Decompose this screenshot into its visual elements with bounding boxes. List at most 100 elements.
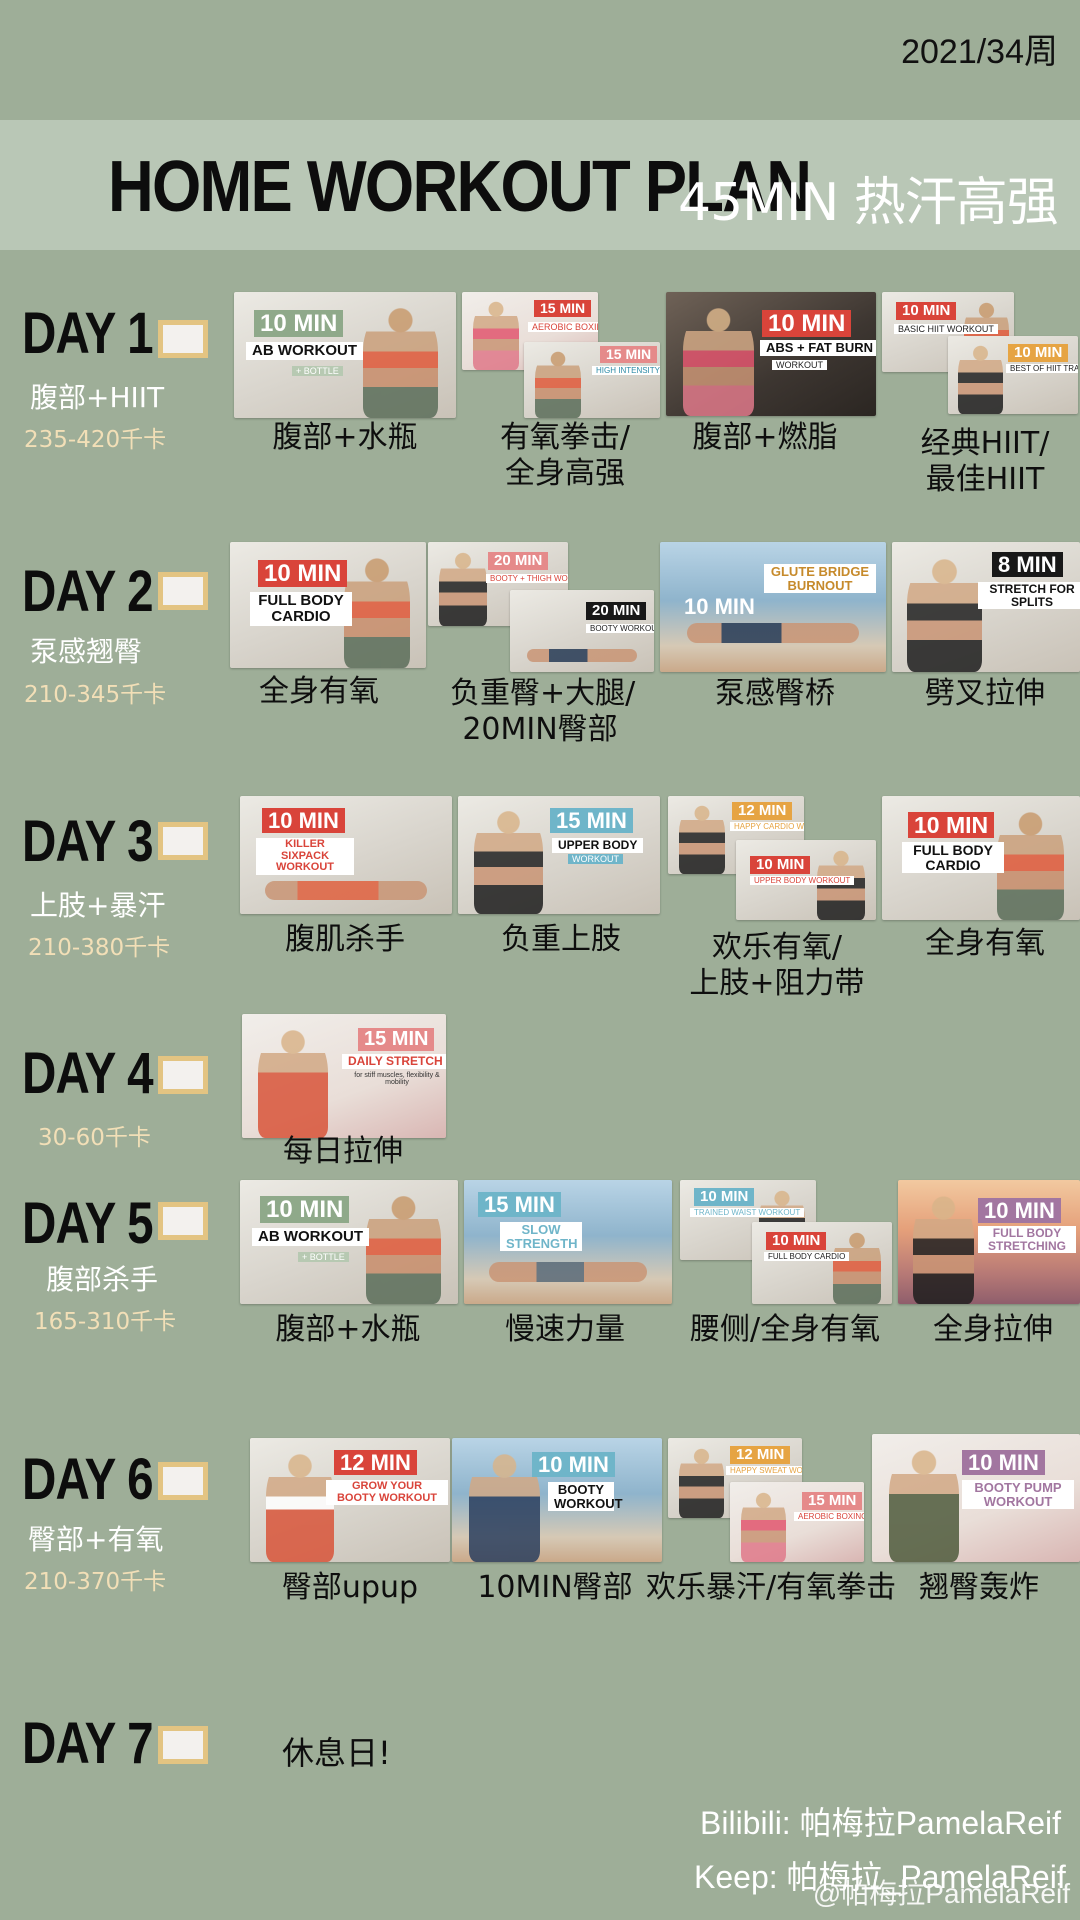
duration-badge: 15 MIN — [600, 346, 658, 363]
video-caption: 全身拉伸 — [933, 1312, 1053, 1347]
video-thumbnail[interactable]: 15 MIN UPPER BODY WORKOUT — [458, 796, 660, 914]
video-caption: 腹部+水瓶 — [272, 420, 418, 455]
athlete-figure — [888, 1449, 960, 1562]
video-thumbnail[interactable]: 15 MIN AEROBIC BOXING CARDIO — [730, 1482, 864, 1562]
video-caption: 有氧拳击/全身高强 — [499, 420, 631, 491]
athlete-figure — [468, 1452, 541, 1562]
day-3-checkbox[interactable] — [158, 822, 208, 860]
video-thumbnail[interactable]: 20 MIN BOOTY WORKOUT — [510, 590, 654, 672]
video-title: DAILY STRETCH — [342, 1054, 446, 1069]
video-thumbnail[interactable]: 10 MIN KILLER SIXPACK WORKOUT — [240, 796, 452, 914]
day-5-kcal: 165-310千卡 — [34, 1309, 177, 1335]
video-thumbnail[interactable]: 10 MIN UPPER BODY WORKOUT — [736, 840, 876, 920]
day-6-kcal: 210-370千卡 — [24, 1569, 167, 1595]
duration-badge: 12 MIN — [732, 802, 793, 820]
video-thumbnail[interactable]: 10 MIN BEST OF HIIT TRAINING — [948, 336, 1078, 414]
duration-badge: 15 MIN — [358, 1028, 435, 1051]
athlete-figure — [740, 1491, 787, 1562]
athlete-figure — [996, 810, 1065, 920]
video-thumbnail[interactable]: 10 MIN GLUTE BRIDGE BURNOUT — [660, 542, 886, 672]
video-thumbnail[interactable]: 10 MIN AB WORKOUT + BOTTLE — [234, 292, 456, 418]
video-thumbnail[interactable]: 10 MIN FULL BODY STRETCHING — [898, 1180, 1080, 1304]
day-3-label: DAY 3 — [22, 809, 154, 874]
duration-badge: 20 MIN — [488, 552, 549, 570]
duration-badge: 10 MIN — [258, 560, 348, 588]
day-7-label: DAY 7 — [22, 1711, 154, 1776]
duration-badge: 20 MIN — [586, 602, 647, 620]
video-title: BOOTY WORKOUT — [586, 624, 654, 633]
athlete-figure — [678, 805, 726, 874]
day-4-checkbox[interactable] — [158, 1056, 208, 1094]
video-title: FULL BODY CARDIO — [250, 592, 352, 626]
duration-badge: 10 MIN — [762, 310, 852, 338]
day-2-focus: 泵感翘臀 — [30, 635, 143, 668]
weibo-watermark: @帕梅拉PamelaReif — [812, 1878, 1070, 1909]
athlete-figure — [907, 557, 983, 672]
day-2-kcal: 210-345千卡 — [24, 682, 167, 708]
duration-badge: 10 MIN — [694, 1188, 755, 1206]
video-caption: 欢乐有氧/上肢+阻力带 — [689, 930, 865, 1001]
video-extra: WORKOUT — [568, 854, 623, 864]
video-title: HIGH INTENSITY FULL BODY — [592, 366, 660, 375]
video-thumbnail[interactable]: 10 MIN BOOTY PUMP WORKOUT — [872, 1434, 1080, 1562]
athlete-figure — [362, 307, 439, 418]
day-3-focus: 上肢+暴汗 — [30, 889, 166, 922]
video-thumbnail[interactable]: 20 MIN BOOTY + THIGH WORKOUT — [428, 542, 568, 626]
video-thumbnail[interactable]: 15 MIN DAILY STRETCH for stiff muscles, … — [242, 1014, 446, 1138]
day-1-checkbox[interactable] — [158, 320, 208, 358]
video-thumbnail[interactable]: 10 MIN FULL BODY CARDIO — [882, 796, 1080, 920]
video-thumbnail[interactable]: 10 MIN FULL BODY CARDIO — [752, 1222, 892, 1304]
video-thumbnail[interactable]: 12 MIN GROW YOUR BOOTY WORKOUT — [250, 1438, 450, 1562]
video-title: AEROBIC BOXING CARDIO — [528, 322, 598, 332]
video-title: BASIC HIIT WORKOUT — [894, 324, 998, 334]
video-title: BOOTY WORKOUT — [548, 1482, 623, 1512]
duration-badge: 10 MIN — [962, 1450, 1045, 1476]
athlete-figure — [534, 351, 582, 418]
day-7-checkbox[interactable] — [158, 1726, 208, 1764]
video-title: AEROBIC BOXING CARDIO — [794, 1512, 864, 1521]
duration-badge: 10 MIN — [978, 1198, 1061, 1224]
video-caption: 负重臀+大腿/20MIN臀部 — [450, 676, 636, 747]
athlete-figure — [958, 345, 1003, 414]
athlete-figure — [687, 622, 859, 644]
video-thumbnail[interactable]: 15 MIN HIGH INTENSITY FULL BODY — [524, 342, 660, 418]
day-1-label: DAY 1 — [22, 301, 154, 366]
video-thumbnail[interactable]: 8 MIN STRETCH FOR SPLITS — [892, 542, 1080, 672]
video-title: FULL BODY CARDIO — [902, 842, 1004, 874]
day-3-kcal: 210-380千卡 — [28, 935, 171, 961]
video-title: AB WORKOUT — [246, 342, 363, 360]
video-thumbnail[interactable]: 12 MIN HAPPY SWEAT WORKOUT — [668, 1438, 802, 1518]
duration-badge: 10 MIN — [1008, 344, 1069, 362]
video-thumbnail[interactable]: 10 MIN FULL BODY CARDIO — [230, 542, 426, 668]
duration-badge: 8 MIN — [992, 552, 1063, 578]
day-5-checkbox[interactable] — [158, 1202, 208, 1240]
video-thumbnail[interactable]: 10 MIN AB WORKOUT + BOTTLE — [240, 1180, 458, 1304]
video-title: FULL BODY CARDIO — [764, 1252, 850, 1261]
day-6-checkbox[interactable] — [158, 1462, 208, 1500]
video-caption: 全身有氧 — [925, 926, 1045, 961]
video-title: GLUTE BRIDGE BURNOUT — [764, 564, 876, 594]
duration-badge: 10 MIN — [750, 856, 811, 874]
video-extra: + BOTTLE — [298, 1252, 349, 1262]
video-extra: + BOTTLE — [292, 366, 343, 376]
video-caption: 欢乐暴汗/有氧拳击 — [646, 1570, 897, 1605]
day-2-checkbox[interactable] — [158, 572, 208, 610]
duration-badge: 10 MIN — [896, 302, 957, 320]
duration-badge: 10 MIN — [532, 1452, 615, 1478]
title-banner: HOME WORKOUT PLAN 45MIN 热汗高强 — [0, 120, 1080, 250]
video-thumbnail[interactable]: 15 MIN SLOW STRENGTH — [464, 1180, 672, 1304]
week-label: 2021/34周 — [901, 33, 1058, 71]
video-thumbnail[interactable]: 10 MIN ABS + FAT BURN WORKOUT — [666, 292, 876, 416]
video-title: UPPER BODY — [552, 838, 644, 853]
duration-badge: 10 MIN — [684, 594, 755, 619]
athlete-figure — [488, 1261, 648, 1282]
video-title: STRETCH FOR SPLITS — [978, 582, 1080, 610]
athlete-figure — [912, 1194, 975, 1304]
video-caption: 经典HIIT/最佳HIIT — [920, 426, 1050, 497]
video-thumbnail[interactable]: 10 MIN BOOTY WORKOUT — [452, 1438, 662, 1562]
day-4-kcal: 30-60千卡 — [38, 1125, 151, 1151]
day-1-focus: 腹部+HIIT — [30, 381, 165, 414]
athlete-figure — [366, 1194, 441, 1304]
video-caption: 臀部upup — [281, 1570, 419, 1605]
video-title: AB WORKOUT — [252, 1228, 369, 1246]
